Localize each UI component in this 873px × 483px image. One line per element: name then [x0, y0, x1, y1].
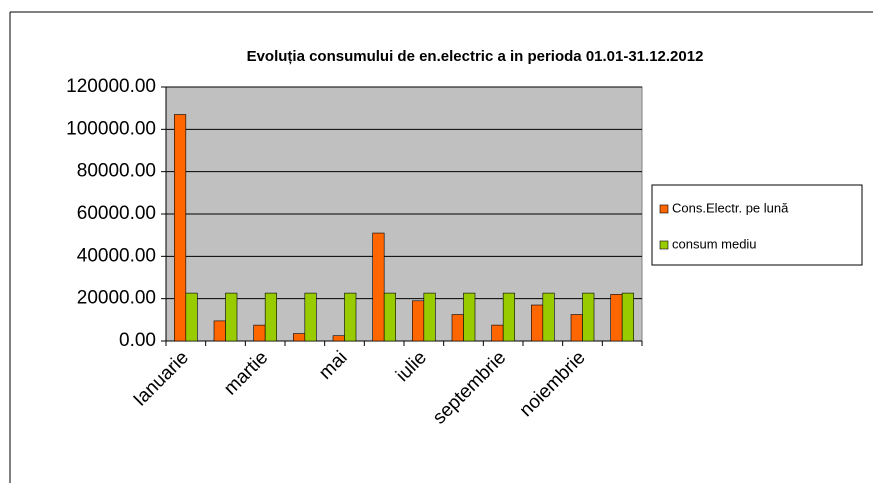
legend-label: Cons.Electr. pe lună [672, 200, 789, 215]
chart-title: Evoluția consumului de en.electric a in … [246, 48, 704, 65]
bar [463, 292, 476, 342]
bar [174, 114, 187, 342]
bar [423, 292, 436, 342]
bar [502, 292, 515, 342]
x-tick-label: noiembrie [516, 347, 590, 421]
bar [531, 304, 544, 342]
bar [570, 314, 583, 342]
bar [451, 314, 464, 342]
bar [542, 292, 555, 342]
bar [185, 292, 198, 342]
bar [304, 292, 317, 342]
bar [610, 294, 623, 342]
y-tick-label: 40000.00 [77, 245, 156, 266]
bar [412, 300, 425, 342]
legend-swatch [659, 240, 669, 250]
bar [332, 335, 345, 342]
x-tick-label: martie [220, 347, 272, 399]
bar [383, 292, 396, 342]
bar [621, 292, 634, 342]
y-tick-label: 120000.00 [66, 76, 156, 97]
bar [253, 324, 266, 342]
bar [491, 324, 504, 342]
bar [372, 232, 385, 342]
bar [264, 292, 277, 342]
x-tick-label: iulie [392, 347, 431, 386]
x-tick-label: septembrie [429, 347, 510, 428]
y-tick-label: 0.00 [119, 330, 156, 351]
legend-swatch [659, 204, 669, 214]
bar [344, 292, 357, 342]
y-tick-label: 80000.00 [77, 161, 156, 182]
legend-label: consum mediu [672, 236, 757, 251]
y-tick-label: 100000.00 [66, 118, 156, 139]
bar [293, 333, 306, 342]
y-tick-label: 60000.00 [77, 203, 156, 224]
legend [651, 184, 863, 266]
bar [225, 292, 238, 342]
y-tick-label: 20000.00 [77, 288, 156, 309]
x-tick-label: mai [315, 347, 352, 384]
bar [582, 292, 595, 342]
x-tick-label: Ianuarie [130, 347, 193, 410]
bar [213, 320, 226, 342]
